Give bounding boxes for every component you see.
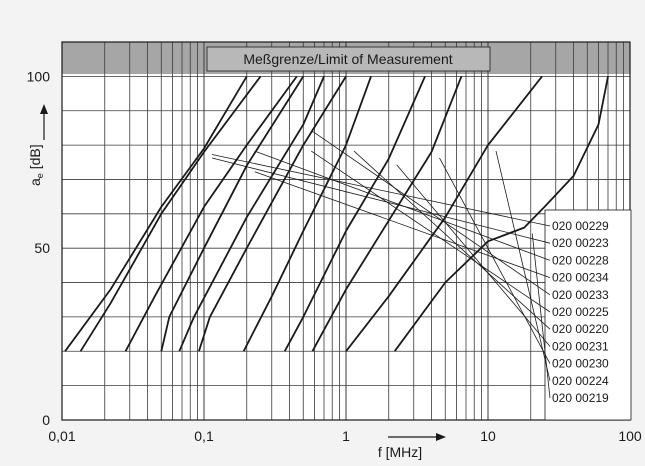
x-tick-label: 0,1: [194, 428, 214, 444]
legend-leader-line: [439, 157, 551, 364]
x-tick-label: 0,01: [48, 428, 75, 444]
legend-leader-line: [311, 150, 551, 313]
legend-leader-line: [531, 233, 551, 399]
legend-entry: 020 00231: [552, 339, 609, 353]
y-axis-label-main: a: [27, 178, 43, 186]
series-line: [79, 75, 262, 352]
legend-entry: 020 00219: [552, 391, 609, 405]
x-tick-label: 100: [618, 428, 642, 444]
legend-entry: 020 00225: [552, 305, 609, 319]
x-tick-label: 1: [342, 428, 350, 444]
x-axis-arrowhead: [436, 433, 446, 441]
legend-entry: 020 00230: [552, 357, 609, 371]
series-line: [64, 75, 248, 352]
legend-entry: 020 00223: [552, 236, 609, 250]
series-line: [124, 75, 298, 352]
x-axis-ticks: 0,01 0,1 1 10 100: [48, 428, 642, 444]
series-line: [160, 75, 305, 352]
x-axis-label: f [MHz]: [378, 444, 422, 460]
y-tick-label: 100: [27, 68, 51, 84]
legend-entry: 020 00229: [552, 219, 609, 233]
y-axis-ticks: 0 50 100: [27, 68, 51, 428]
legend-leader-line: [353, 150, 551, 330]
y-tick-label: 0: [42, 412, 50, 428]
legend-leader-line: [495, 150, 551, 381]
series-line: [311, 76, 463, 352]
y-axis-label-unit: [dB]: [27, 144, 43, 173]
legend-leader-line: [211, 154, 551, 227]
legend-leader-line: [254, 150, 551, 261]
y-axis-arrowhead: [40, 104, 48, 114]
series-line: [283, 76, 426, 352]
y-axis-label-sub: e: [35, 173, 45, 178]
legend-box: [544, 209, 632, 421]
curves: [64, 75, 609, 352]
banner-box: [206, 46, 491, 72]
y-tick-label: 50: [34, 240, 50, 256]
legend: 020 00229 020 00223 020 00228 020 00234 020 …: [211, 130, 632, 421]
legend-leader-line: [211, 157, 551, 244]
series-line: [345, 75, 543, 352]
legend-leader-line: [311, 130, 551, 296]
series-line: [393, 76, 609, 352]
y-axis-label: ae [dB]: [27, 144, 45, 186]
legend-entry: 020 00224: [552, 374, 609, 388]
svg-text:ae [dB]: ae [dB]: [27, 144, 45, 186]
legend-entry: 020 00233: [552, 288, 609, 302]
legend-entry: 020 00228: [552, 253, 609, 267]
series-line: [242, 76, 372, 352]
series-line: [198, 75, 347, 352]
legend-leader-line: [254, 171, 551, 278]
banner-text: Meßgrenze/Limit of Measurement: [243, 51, 452, 67]
x-tick-label: 10: [480, 428, 496, 444]
legend-entry: 020 00234: [552, 271, 609, 285]
legend-entry: 020 00220: [552, 322, 609, 336]
series-line: [178, 76, 325, 352]
